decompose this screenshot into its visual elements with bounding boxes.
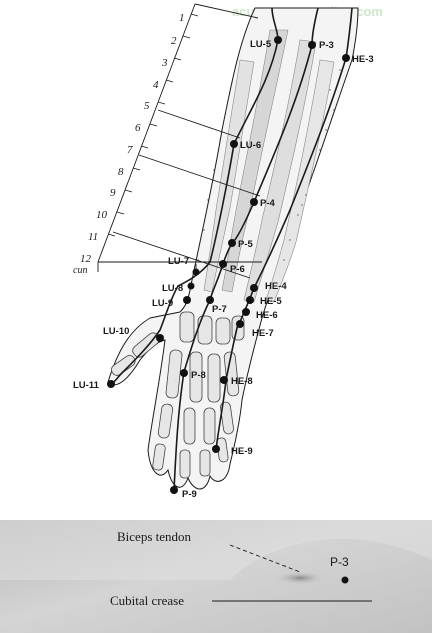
arm-illustration xyxy=(107,7,359,490)
he6-dot xyxy=(242,308,250,316)
lu5-label: LU-5 xyxy=(250,39,272,50)
muscle-band-2 xyxy=(243,39,317,303)
crease-shadow xyxy=(274,571,326,585)
scale-line-8 xyxy=(138,154,261,197)
p6-dot xyxy=(219,260,227,268)
scale-labels: 1 2 3 4 5 6 7 8 9 10 11 12 cun xyxy=(73,12,185,276)
lu9-dot xyxy=(183,296,191,304)
he3-label: HE-3 xyxy=(352,54,374,65)
hand-bones xyxy=(111,311,245,479)
point-labels: LU-5 P-3 HE-3 LU-6 P-4 P-5 P-6 LU-7 HE-4… xyxy=(73,39,374,500)
scale-line-6 xyxy=(157,109,241,139)
he4-dot xyxy=(250,284,258,292)
p6-label: P-6 xyxy=(230,264,245,275)
scale-tick-10: 10 xyxy=(96,209,108,221)
cubital-crease-label: Cubital crease xyxy=(110,593,184,608)
muscle-band-1 xyxy=(221,29,289,293)
lu7-label: LU-7 xyxy=(168,256,189,267)
p3-label: P-3 xyxy=(319,40,334,51)
scale-tick-5: 5 xyxy=(144,100,150,112)
p9-label: P-9 xyxy=(182,489,197,500)
lu8-label: LU-8 xyxy=(162,283,183,294)
p7-label: P-7 xyxy=(212,304,227,315)
lu10-label: LU-10 xyxy=(103,326,129,337)
p9-dot xyxy=(170,486,178,494)
he8-label: HE-8 xyxy=(231,376,253,387)
scale-tick-9: 9 xyxy=(110,187,116,199)
he3-dot xyxy=(342,54,350,62)
he9-label: HE-9 xyxy=(231,446,253,457)
p8-dot xyxy=(180,369,188,377)
lu8-dot xyxy=(187,282,195,290)
p5-label: P-5 xyxy=(238,239,254,250)
p3-photo-label: P-3 xyxy=(330,555,349,569)
p8-label: P-8 xyxy=(191,370,206,381)
scale-tick-3: 3 xyxy=(161,57,168,69)
scale-tick-6: 6 xyxy=(135,122,141,134)
scale-tick-2: 2 xyxy=(171,35,177,47)
lu6-label: LU-6 xyxy=(240,140,261,151)
he8-dot xyxy=(220,376,228,384)
he7-dot xyxy=(236,320,244,328)
scale-tick-11: 11 xyxy=(88,231,98,243)
scale-tick-7: 7 xyxy=(127,144,133,156)
scale-unit-label: cun xyxy=(73,265,87,276)
biceps-tendon-label: Biceps tendon xyxy=(117,529,192,544)
scale-tick-8: 8 xyxy=(118,166,124,178)
scale-tick-12: 12 xyxy=(80,253,92,265)
p3-photo-dot xyxy=(341,576,349,584)
muscle-band-4 xyxy=(265,59,335,303)
stippling xyxy=(197,69,341,261)
lu6-dot xyxy=(230,140,238,148)
p7-dot xyxy=(206,296,214,304)
elbow-photo: Biceps tendon Cubital crease P-3 xyxy=(0,520,432,633)
cun-scale xyxy=(97,3,262,279)
scale-top-line xyxy=(194,3,259,19)
he5-label: HE-5 xyxy=(260,296,282,307)
lu11-dot xyxy=(107,380,115,388)
lu11-label: LU-11 xyxy=(73,380,100,391)
he5-dot xyxy=(246,296,254,304)
p5-dot xyxy=(228,239,236,247)
scale-ticks xyxy=(107,13,199,237)
biceps-tendon-pointer xyxy=(229,544,301,573)
he4-label: HE-4 xyxy=(265,281,287,292)
he9-dot xyxy=(212,445,220,453)
he6-label: HE-6 xyxy=(256,310,278,321)
scale-axis xyxy=(97,3,196,263)
scale-tick-4: 4 xyxy=(153,79,159,91)
lung-meridian-line xyxy=(109,7,279,386)
p4-label: P-4 xyxy=(260,198,276,209)
p3-dot xyxy=(308,41,316,49)
point-markers xyxy=(107,36,350,494)
lu5-dot xyxy=(274,36,282,44)
scale-line-11 xyxy=(112,231,251,279)
lu10-dot xyxy=(156,334,164,342)
photo-highlight xyxy=(0,520,432,580)
p4-dot xyxy=(250,198,258,206)
he7-label: HE-7 xyxy=(252,328,274,339)
scale-tick-1: 1 xyxy=(179,12,185,24)
lu9-label: LU-9 xyxy=(152,298,173,309)
